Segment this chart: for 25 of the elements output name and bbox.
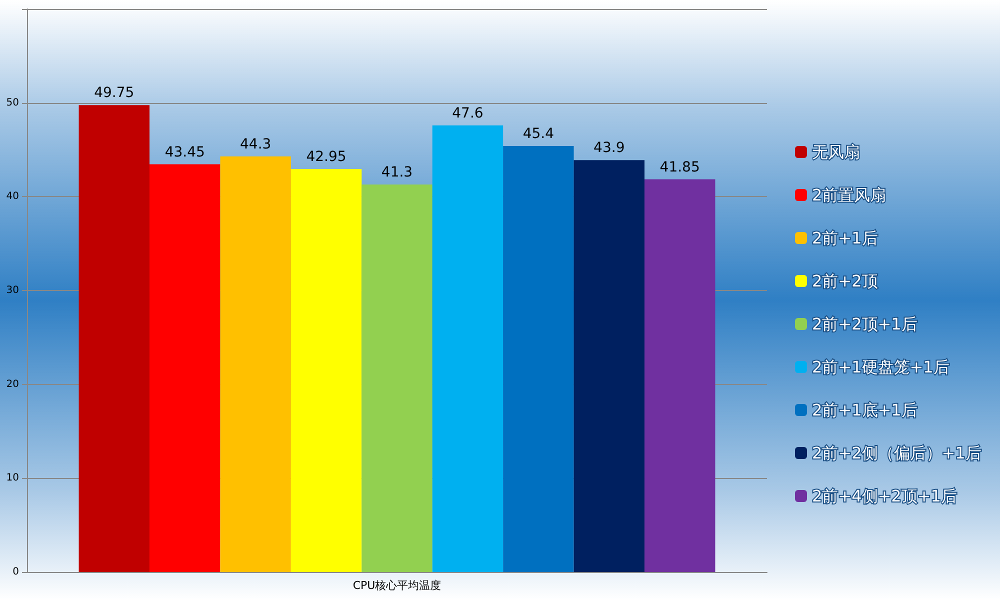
data-label: 44.3 xyxy=(240,136,272,152)
y-tick-label: 0 xyxy=(12,566,19,578)
data-label: 49.75 xyxy=(94,85,134,102)
y-tick-label: 50 xyxy=(6,97,19,108)
legend-label: 2前+1后 xyxy=(812,228,878,248)
data-label: 41.85 xyxy=(660,159,700,176)
x-tick-label: CPU核心平均温度 xyxy=(352,579,442,592)
data-label: 42.95 xyxy=(306,148,346,165)
legend-label: 2前+4侧+2顶+1后 xyxy=(812,486,957,506)
y-tick-label: 20 xyxy=(6,378,19,390)
y-tick-label: 40 xyxy=(6,191,19,202)
data-label: 43.45 xyxy=(164,144,205,160)
legend-label: 2前+2顶 xyxy=(812,272,878,290)
legend-label: 2前+1硬盘笼+1后 xyxy=(812,358,950,376)
legend-label: 2前+1底+1后 xyxy=(812,400,918,420)
legend-label: 无风扇 xyxy=(812,142,860,162)
data-label: 47.6 xyxy=(452,105,484,122)
legend-label: 2前+2侧（偏后）+1后 xyxy=(812,444,982,462)
y-tick-label: 10 xyxy=(6,472,19,484)
data-label: 43.9 xyxy=(594,140,625,156)
data-label: 41.3 xyxy=(381,164,413,180)
data-label: 45.4 xyxy=(522,126,554,142)
legend-label: 2前+2顶+1后 xyxy=(812,314,918,334)
y-tick-label: 30 xyxy=(6,285,19,296)
legend-label: 2前置风扇 xyxy=(812,186,886,204)
